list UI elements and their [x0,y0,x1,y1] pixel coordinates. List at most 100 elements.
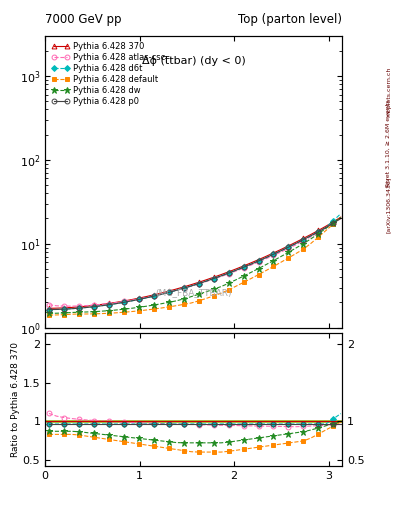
Pythia 6.428 d6t [107,302,111,308]
Pythia 6.428 p0 [219,273,224,279]
Pythia 6.428 p0 [294,241,298,247]
Pythia 6.428 atlas-csc [226,271,231,277]
Pythia 6.428 default [316,234,321,240]
Pythia 6.428 p0 [151,293,156,299]
Pythia 6.428 atlas-csc [211,276,216,282]
Pythia 6.428 default [338,215,343,221]
Pythia 6.428 dw [69,309,74,315]
Pythia 6.428 d6t [256,258,261,264]
Pythia 6.428 atlas-csc [47,302,51,308]
Pythia 6.428 p0 [54,306,59,312]
Pythia 6.428 atlas-csc [181,285,186,291]
Pythia 6.428 atlas-csc [309,233,313,240]
Pythia 6.428 p0 [121,299,126,305]
Pythia 6.428 370 [316,227,321,233]
Pythia 6.428 default [219,290,224,296]
Pythia 6.428 d6t [129,298,134,304]
Pythia 6.428 atlas-csc [159,291,163,297]
Pythia 6.428 default [294,250,298,257]
Pythia 6.428 d6t [271,251,276,258]
Pythia 6.428 dw [249,269,253,275]
Pythia 6.428 p0 [301,237,306,243]
Pythia 6.428 d6t [249,261,253,267]
Pythia 6.428 dw [271,258,276,264]
Pythia 6.428 default [323,227,328,233]
Pythia 6.428 d6t [47,307,51,313]
Pythia 6.428 default [174,303,178,309]
Pythia 6.428 default [144,307,149,313]
Line: Pythia 6.428 default: Pythia 6.428 default [46,215,343,317]
Pythia 6.428 p0 [144,295,149,301]
Pythia 6.428 atlas-csc [136,296,141,302]
Pythia 6.428 dw [331,220,336,226]
Pythia 6.428 default [271,263,276,269]
Pythia 6.428 dw [204,289,208,295]
Pythia 6.428 p0 [279,248,283,254]
Pythia 6.428 atlas-csc [323,225,328,231]
Y-axis label: Ratio to Pythia 6.428 370: Ratio to Pythia 6.428 370 [11,342,20,457]
Pythia 6.428 atlas-csc [271,252,276,259]
Pythia 6.428 dw [301,241,306,247]
Pythia 6.428 370 [211,274,216,281]
Pythia 6.428 d6t [226,270,231,276]
Pythia 6.428 default [69,311,74,317]
Pythia 6.428 atlas-csc [84,303,89,309]
Pythia 6.428 dw [77,309,81,315]
Pythia 6.428 p0 [174,287,178,293]
Pythia 6.428 atlas-csc [107,301,111,307]
Text: mcplots.cern.ch: mcplots.cern.ch [386,67,391,117]
Pythia 6.428 atlas-csc [279,249,283,255]
Pythia 6.428 d6t [69,306,74,312]
Pythia 6.428 d6t [114,301,119,307]
Pythia 6.428 370 [249,260,253,266]
Pythia 6.428 p0 [47,307,51,313]
Pythia 6.428 p0 [114,301,119,307]
Pythia 6.428 p0 [338,216,343,222]
Pythia 6.428 dw [151,302,156,308]
Pythia 6.428 default [286,255,291,261]
Pythia 6.428 default [92,311,96,317]
Pythia 6.428 dw [47,310,51,316]
Pythia 6.428 370 [159,290,163,296]
Pythia 6.428 d6t [54,306,59,312]
Pythia 6.428 d6t [234,267,239,273]
Pythia 6.428 p0 [204,278,208,284]
Pythia 6.428 default [136,308,141,314]
Pythia 6.428 dw [62,310,66,316]
Pythia 6.428 370 [144,293,149,300]
Pythia 6.428 p0 [99,303,104,309]
Pythia 6.428 dw [181,296,186,302]
Pythia 6.428 d6t [301,237,306,243]
Pythia 6.428 p0 [271,251,276,258]
Pythia 6.428 dw [256,266,261,272]
Pythia 6.428 dw [211,286,216,292]
Pythia 6.428 p0 [226,270,231,276]
Pythia 6.428 dw [241,273,246,279]
Pythia 6.428 default [264,267,268,273]
Pythia 6.428 dw [92,309,96,315]
Pythia 6.428 370 [99,302,104,308]
Pythia 6.428 370 [256,257,261,263]
Pythia 6.428 d6t [316,229,321,235]
Pythia 6.428 dw [279,253,283,260]
Pythia 6.428 370 [47,305,51,311]
Pythia 6.428 default [226,287,231,293]
Pythia 6.428 atlas-csc [264,255,268,262]
Text: [arXiv:1306.3436]: [arXiv:1306.3436] [386,177,391,233]
Pythia 6.428 dw [174,298,178,304]
Pythia 6.428 dw [338,214,343,220]
Pythia 6.428 atlas-csc [338,216,343,222]
Pythia 6.428 default [196,298,201,304]
Text: 7000 GeV pp: 7000 GeV pp [45,13,122,26]
Pythia 6.428 p0 [211,275,216,282]
Pythia 6.428 atlas-csc [189,283,193,289]
Pythia 6.428 default [159,305,163,311]
Pythia 6.428 dw [99,308,104,314]
Pythia 6.428 default [121,309,126,315]
Pythia 6.428 d6t [166,289,171,295]
Line: Pythia 6.428 p0: Pythia 6.428 p0 [46,216,343,312]
Pythia 6.428 d6t [144,295,149,301]
Pythia 6.428 default [181,302,186,308]
Pythia 6.428 d6t [159,291,163,297]
Pythia 6.428 370 [129,296,134,303]
